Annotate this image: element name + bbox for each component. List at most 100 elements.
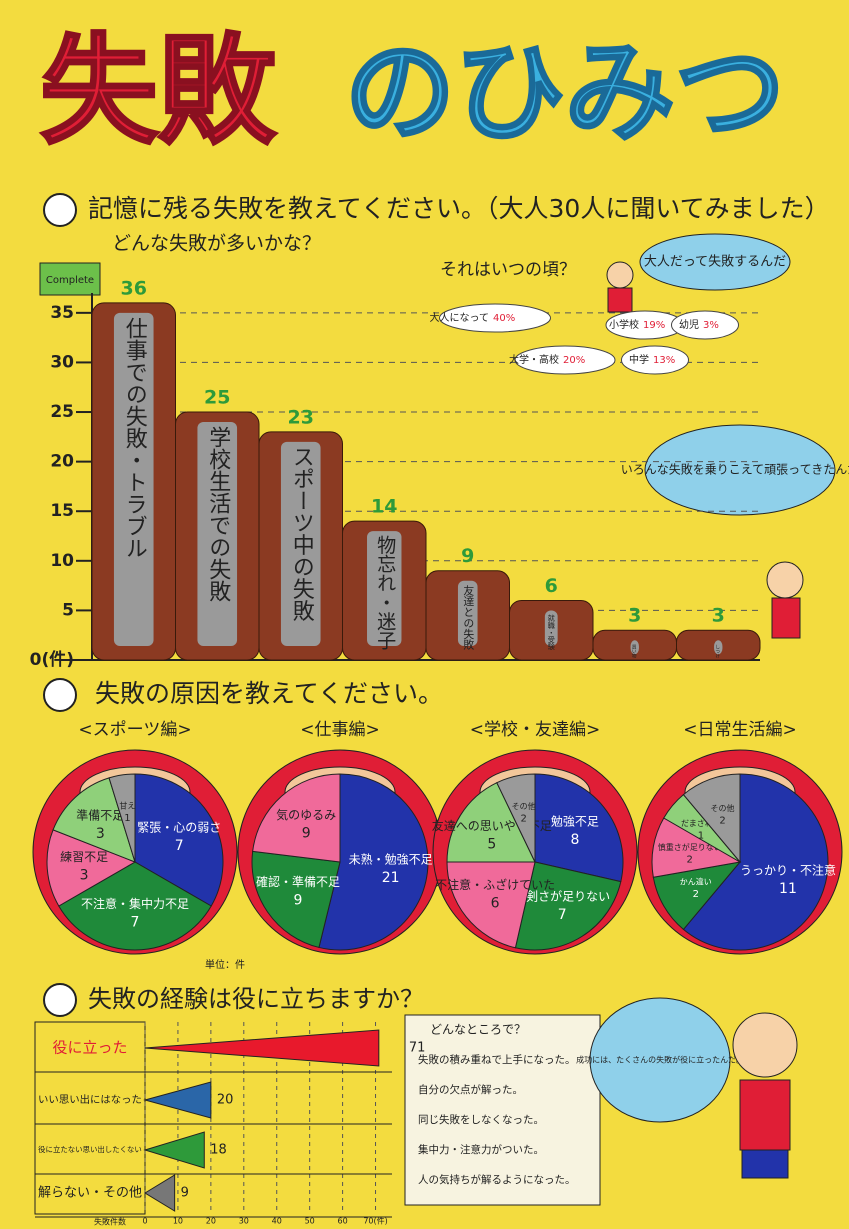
- pie-slice: [318, 773, 429, 951]
- value-label: 21: [382, 870, 400, 886]
- x-tick-label: 60: [338, 1217, 348, 1226]
- value-label: 20: [217, 1093, 234, 1108]
- cloud-label: 小学校: [609, 318, 639, 331]
- value-label: 6: [545, 575, 558, 597]
- x-category-label: しつけ: [715, 644, 720, 659]
- slice-label: その他: [711, 803, 735, 813]
- pie-slice: [496, 773, 536, 863]
- value-label: 3: [712, 605, 725, 627]
- pie-title: <学校・友達編>: [470, 720, 601, 740]
- title-red: 失敗: [40, 22, 277, 160]
- value-label: 14: [371, 496, 397, 518]
- pie-slice: [58, 861, 212, 951]
- x-tick-label: 50: [305, 1217, 315, 1226]
- cloud-label: 大人になって: [430, 311, 490, 324]
- slice-label: 練習不足: [60, 850, 108, 864]
- child: [739, 1079, 791, 1151]
- value-label: 13%: [653, 355, 675, 366]
- note-item: 自分の欠点が解った。: [418, 1083, 523, 1096]
- flag: [39, 262, 101, 296]
- slice-label: 気のゆるみ: [276, 807, 336, 822]
- section-heading: 失敗の原因を教えてください。: [95, 679, 443, 708]
- pie-title: <スポーツ編>: [78, 720, 191, 740]
- slice-label: 未熟・勉強不足: [349, 851, 433, 866]
- value-label: 3: [628, 605, 641, 627]
- value-label: 71: [409, 1041, 426, 1056]
- cloud-label: 幼児: [679, 318, 699, 331]
- pie-slice: [52, 777, 136, 863]
- slice-label: 真剣さが足りない: [514, 888, 610, 903]
- pie-title: <日常生活編>: [683, 720, 797, 740]
- label-panel: [280, 441, 321, 646]
- pie-slice: [134, 773, 224, 907]
- cloud: [621, 345, 689, 375]
- x-axis-label: 失敗件数: [94, 1217, 126, 1227]
- cloud: [439, 303, 551, 333]
- notes-box: [404, 1014, 601, 1206]
- pie-slice: [682, 773, 741, 864]
- value-label: 7: [175, 838, 184, 854]
- cloud-label: 大学・高校: [509, 353, 559, 366]
- pie-slice: [446, 861, 536, 949]
- x-tick-label: 70(件): [363, 1216, 387, 1226]
- bullet: [43, 983, 77, 1017]
- y-category-label: いい思い出にはなった: [38, 1093, 142, 1106]
- bar: [143, 1081, 212, 1119]
- label-panel: [367, 531, 402, 646]
- note-item: 集中力・注意力がついた。: [418, 1143, 544, 1156]
- pie-slice: [108, 773, 136, 863]
- child: [732, 1012, 798, 1078]
- value-label: 8: [570, 832, 579, 848]
- value-label: 9: [294, 893, 303, 909]
- speech-bubble: [639, 233, 791, 291]
- value-label: 20%: [563, 355, 585, 366]
- cloud-label: 中学: [629, 353, 649, 366]
- slice-label: うっかり・不注意: [740, 863, 836, 878]
- x-tick-label: 0: [142, 1217, 147, 1226]
- value-label: 7: [558, 907, 567, 923]
- slice-label: 不注意・ふざけていた: [435, 877, 555, 892]
- value-label: 40%: [493, 313, 515, 324]
- child: [741, 1149, 789, 1179]
- value-label: 19%: [643, 320, 665, 331]
- x-category-label: 買い物: [631, 644, 636, 659]
- note-item: 同じ失敗をしなくなった。: [418, 1113, 544, 1126]
- y-category-label: 役に立たない思い出したくない: [38, 1144, 142, 1154]
- notes-title: どんなところで？: [430, 1023, 526, 1037]
- y-tick-label: 5: [62, 600, 74, 620]
- pie-slice: [252, 773, 341, 863]
- bubble-text: いろんな失敗を乗りこえて頑張ってきたんだ: [621, 462, 849, 477]
- note-item: 失敗の積み重ねで上手になった。: [418, 1053, 576, 1066]
- value-label: 3: [96, 826, 105, 842]
- label-panel: [630, 640, 639, 655]
- value-label: 23: [288, 406, 314, 428]
- value-label: 9: [461, 545, 474, 567]
- y-tick-label: 25: [50, 402, 74, 422]
- bar: [144, 1029, 380, 1067]
- label-panel: [714, 640, 723, 655]
- value-label: 11: [779, 881, 797, 897]
- chart-subtitle: どんな失敗が多いかな？: [112, 233, 321, 255]
- cloud: [671, 310, 739, 340]
- section-heading: 記憶に残る失敗を教えてください。（大人30人に聞いてみました）: [88, 194, 830, 223]
- value-label: 1: [698, 831, 704, 842]
- value-label: 18: [210, 1143, 227, 1158]
- slice-label: その他: [512, 801, 536, 811]
- bar: [144, 1174, 176, 1212]
- pie-slice: [251, 850, 341, 949]
- value-label: 2: [520, 814, 526, 825]
- unit-note: 単位：件: [205, 958, 245, 971]
- slice-label: 甘え: [119, 800, 135, 810]
- y-tick-label: 30: [50, 352, 74, 372]
- child: [606, 261, 634, 289]
- slice-label: 勉強不足: [551, 814, 599, 828]
- bar: [143, 1131, 205, 1169]
- bullet: [43, 678, 77, 712]
- pie-title: <仕事編>: [300, 720, 380, 740]
- slice-label: 緊張・心の弱さ: [137, 821, 221, 835]
- pie-slice: [682, 773, 829, 951]
- slice-label: 準備不足: [76, 808, 124, 823]
- x-category-label: スポーツ中の失敗: [289, 446, 315, 622]
